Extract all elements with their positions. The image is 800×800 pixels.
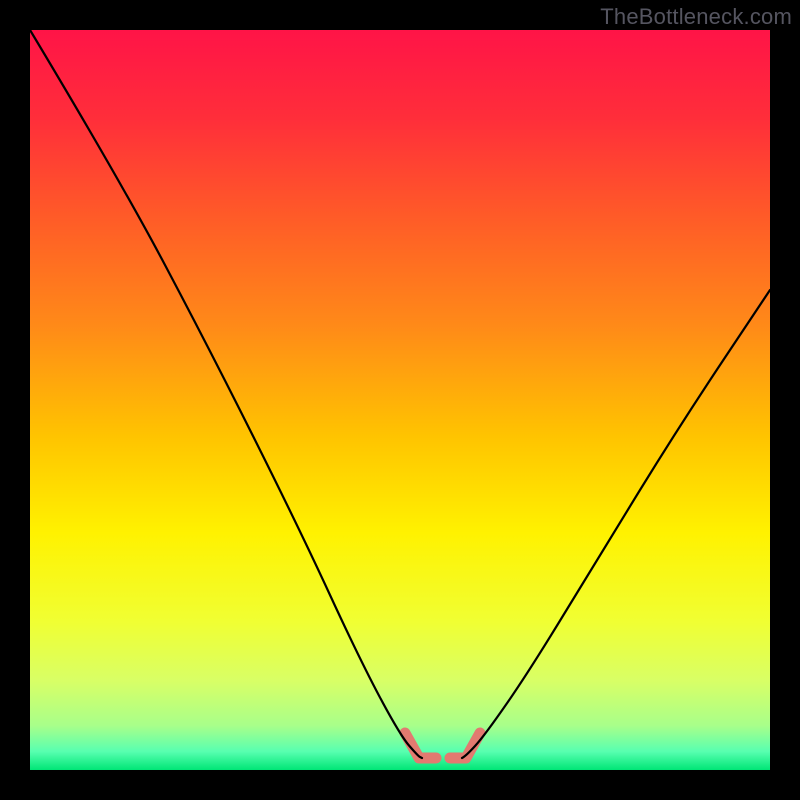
- watermark-text: TheBottleneck.com: [600, 4, 792, 30]
- image-root: TheBottleneck.com: [0, 0, 800, 800]
- plot-area: [30, 30, 770, 770]
- bottleneck-chart: [0, 0, 800, 800]
